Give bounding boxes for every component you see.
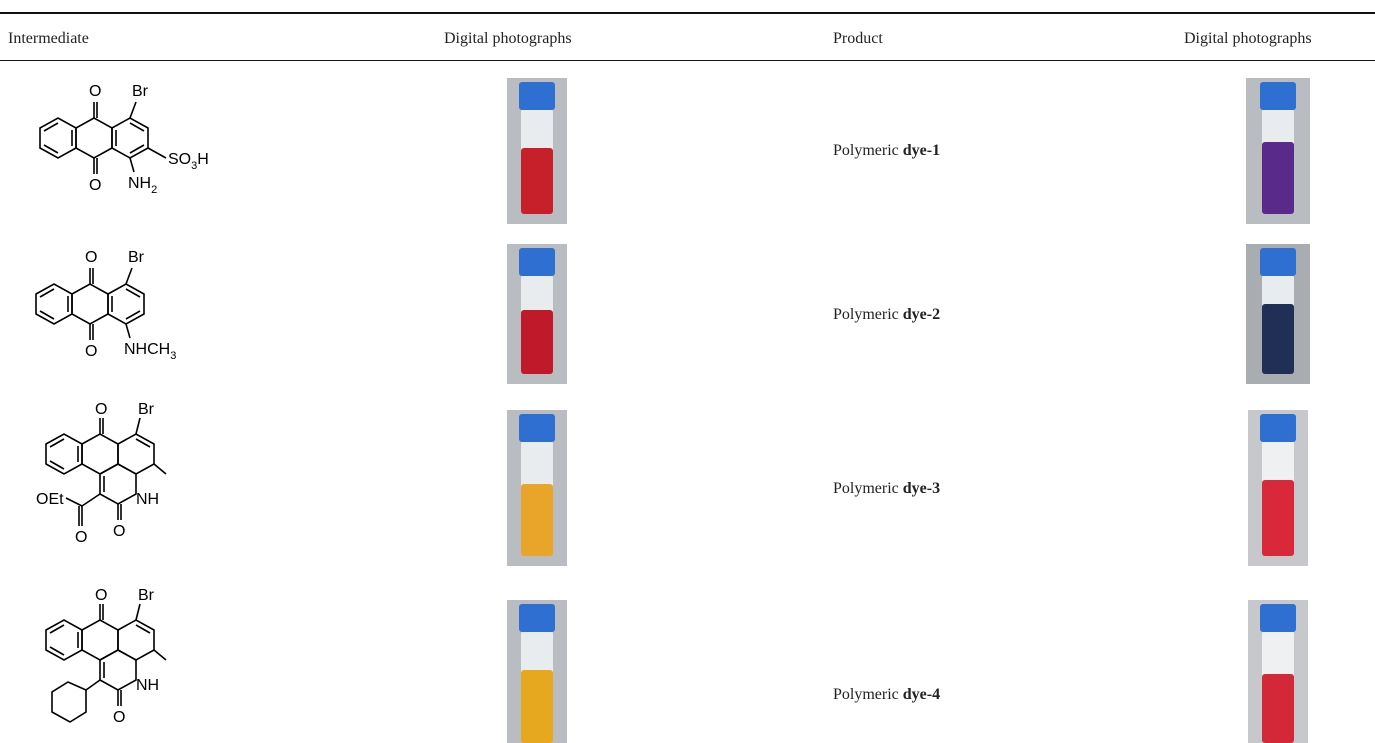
table-row-2: O Br O NHCH3 Polymeric dye-2 xyxy=(0,238,1375,388)
label-o-top: O xyxy=(95,401,107,418)
label-nh2: NH2 xyxy=(128,175,157,196)
label-o-top: O xyxy=(95,587,107,604)
label-br: Br xyxy=(138,587,155,604)
vial-product-3 xyxy=(1248,410,1308,566)
table-row-3: O Br OEt NH O O Polymeric dye-3 xyxy=(0,400,1375,580)
vial-intermediate-3 xyxy=(507,410,567,566)
header-product: Product xyxy=(833,30,883,48)
label-nhch3: NHCH3 xyxy=(124,341,176,362)
table-header-rule xyxy=(0,60,1375,61)
table-row-4: O Br NH O Polymeric dye-4 xyxy=(0,586,1375,743)
label-br: Br xyxy=(138,401,155,418)
label-o-ester: O xyxy=(75,529,87,546)
label-o-amide: O xyxy=(113,523,125,540)
header-photos-intermediate: Digital photographs xyxy=(444,30,572,48)
label-so3h: SO3H xyxy=(168,151,209,172)
table-top-rule xyxy=(0,12,1375,14)
label-nh: NH xyxy=(136,677,159,694)
intermediate-structure-2: O Br O NHCH3 xyxy=(0,238,270,388)
header-photos-product: Digital photographs xyxy=(1184,30,1312,48)
product-label-1: Polymeric dye-1 xyxy=(833,142,940,160)
table-row-1: O Br O SO3H NH2 Polymeric dye-1 xyxy=(0,72,1375,232)
product-label-3: Polymeric dye-3 xyxy=(833,480,940,498)
label-br: Br xyxy=(128,249,145,266)
label-o-top: O xyxy=(89,83,101,100)
header-intermediate: Intermediate xyxy=(8,30,89,48)
vial-intermediate-4 xyxy=(507,600,567,743)
product-label-2: Polymeric dye-2 xyxy=(833,306,940,324)
vial-product-2 xyxy=(1246,244,1310,384)
label-o-amide: O xyxy=(113,709,125,726)
intermediate-structure-3: O Br OEt NH O O xyxy=(0,400,270,580)
label-nh: NH xyxy=(136,491,159,508)
vial-intermediate-1 xyxy=(507,78,567,224)
vial-product-1 xyxy=(1246,78,1310,224)
vial-product-4 xyxy=(1248,600,1308,743)
label-o-bottom: O xyxy=(89,177,101,194)
intermediate-structure-1: O Br O SO3H NH2 xyxy=(0,72,270,232)
product-label-4: Polymeric dye-4 xyxy=(833,686,940,704)
label-o-top: O xyxy=(85,249,97,266)
label-br: Br xyxy=(132,83,149,100)
intermediate-structure-4: O Br NH O xyxy=(0,586,270,743)
label-oet: OEt xyxy=(36,491,64,508)
label-o-bottom: O xyxy=(85,343,97,360)
vial-intermediate-2 xyxy=(507,244,567,384)
